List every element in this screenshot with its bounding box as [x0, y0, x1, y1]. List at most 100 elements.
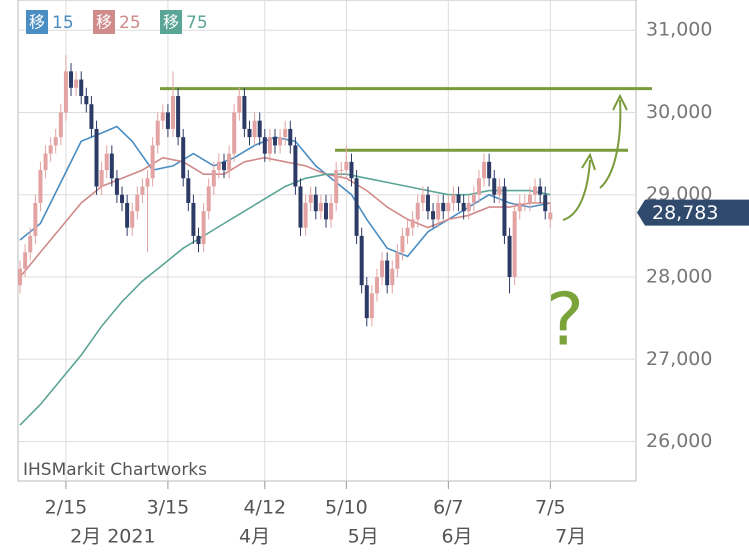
plot-frame: [17, 0, 637, 482]
candle-body: [278, 137, 283, 146]
candle-body: [293, 145, 298, 187]
arrow: [562, 159, 591, 221]
candle-body: [441, 202, 446, 212]
candle-body: [216, 161, 221, 171]
candle-body: [522, 202, 527, 204]
candle-body: [288, 128, 293, 146]
candle-body: [171, 96, 176, 129]
y-tick-label: 30,000: [646, 101, 712, 123]
legend-swatch: [160, 10, 182, 34]
candle-body: [201, 211, 206, 245]
arrow: [599, 99, 622, 189]
y-tick-label: 31,000: [646, 19, 712, 41]
candle-body: [120, 194, 125, 203]
candle-body: [507, 235, 512, 277]
candle-body: [527, 194, 532, 203]
candle-body: [43, 153, 48, 171]
candle-body: [237, 96, 242, 113]
candle-body: [374, 276, 379, 294]
candle-body: [267, 137, 272, 154]
candle-body: [125, 202, 130, 228]
candle-body: [23, 252, 28, 269]
candle-body: [79, 79, 84, 97]
candle-body: [191, 202, 196, 236]
candle-body: [482, 161, 487, 179]
month-label: 2月 2021: [70, 526, 155, 548]
x-tick-label: 2/15: [45, 497, 88, 519]
candle-body: [318, 202, 323, 212]
candle-body: [354, 178, 359, 236]
candle-body: [466, 202, 471, 212]
legend-label: 75: [186, 13, 208, 33]
candle-body: [456, 194, 461, 203]
candle-body: [364, 285, 369, 319]
price-tag: [637, 199, 749, 226]
y-tick-label: 27,000: [646, 348, 712, 370]
candle-body: [334, 170, 339, 203]
candle-body: [211, 170, 216, 187]
legend-marker: 移: [163, 13, 179, 32]
candle-body: [181, 137, 186, 179]
candle-body: [487, 161, 492, 179]
candle-body: [89, 104, 94, 129]
price-tag-label: 28,783: [652, 202, 718, 224]
candle-body: [548, 212, 553, 220]
candle-body: [359, 235, 364, 286]
x-tick-label: 4/12: [243, 497, 286, 519]
candle-body: [114, 178, 119, 195]
y-tick-label: 28,000: [646, 265, 712, 287]
candle-body: [130, 211, 135, 228]
candle-body: [451, 194, 456, 203]
month-label: 7月: [555, 526, 586, 548]
candle-body: [538, 186, 543, 195]
candle-body: [543, 194, 548, 212]
candle-body: [74, 79, 79, 88]
candle-body: [104, 153, 109, 171]
candle-body: [150, 145, 155, 179]
candle-body: [196, 235, 201, 245]
candle-body: [63, 71, 68, 113]
candle-body: [410, 219, 415, 228]
ma-line: [19, 156, 551, 278]
candle-body: [48, 145, 53, 154]
candle-body: [329, 202, 334, 220]
x-tick-label: 7/5: [535, 497, 566, 519]
candle-body: [28, 235, 33, 253]
candle-body: [303, 202, 308, 228]
candle-body: [165, 112, 170, 129]
candle-body: [344, 161, 349, 171]
candle-body: [53, 137, 58, 146]
legend-label: 25: [119, 13, 141, 33]
x-tick-label: 3/15: [147, 497, 190, 519]
month-label: 4月: [239, 526, 270, 548]
candle-body: [446, 202, 451, 212]
legend-marker: 移: [29, 13, 45, 32]
candle-body: [247, 128, 252, 138]
candle-body: [471, 194, 476, 203]
candle-body: [155, 120, 160, 146]
candle-body: [99, 170, 104, 187]
candle-body: [533, 186, 538, 195]
candle-body: [512, 211, 517, 277]
candle-body: [369, 293, 374, 319]
candle-body: [94, 128, 99, 187]
candle-body: [313, 194, 318, 212]
arrowhead: [581, 152, 596, 171]
candle-body: [186, 178, 191, 203]
candle-body: [420, 194, 425, 203]
x-tick-label: 5/10: [325, 497, 368, 519]
candle-body: [395, 252, 400, 269]
candle-body: [160, 112, 165, 121]
candle-body: [140, 186, 145, 195]
watermark: IHSMarkit Chartworks: [23, 460, 207, 480]
month-label: 6月: [441, 526, 472, 548]
candle-body: [206, 186, 211, 212]
candle-body: [436, 202, 441, 220]
arrowhead: [612, 93, 628, 111]
candle-body: [308, 194, 313, 203]
ma-line: [19, 173, 551, 426]
candle-body: [415, 202, 420, 220]
candle-body: [262, 137, 267, 154]
